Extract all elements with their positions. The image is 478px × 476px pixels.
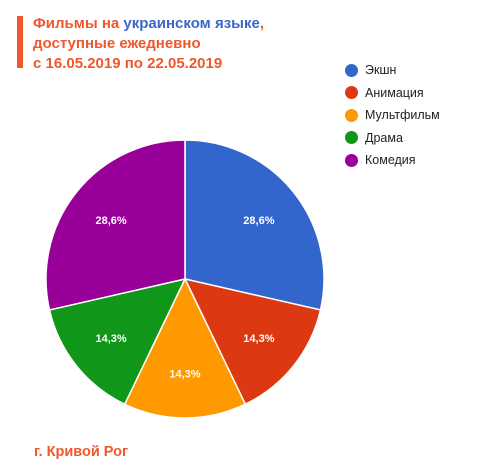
pie-slice-3 — [48, 277, 187, 406]
slice-label-1: 14,3% — [243, 333, 274, 345]
pie-labels: 28,6% 14,3% 14,3% 14,3% 28,6% — [95, 215, 274, 380]
slice-label-2: 14,3% — [169, 369, 200, 381]
legend-swatch — [345, 86, 358, 100]
city-label: г. Кривой Рог — [34, 444, 128, 460]
legend-label: Драма — [365, 130, 403, 145]
legend-label: Комедия — [365, 153, 416, 168]
pie-slice-4 — [45, 139, 186, 311]
slice-label-0: 28,6% — [243, 215, 274, 227]
title-highlight: украинском языке — [123, 15, 260, 32]
legend-swatch — [345, 153, 358, 167]
pie-slices — [45, 139, 325, 419]
legend-item-4: Комедия — [345, 149, 440, 172]
legend-label: Экшн — [365, 63, 397, 78]
pie-slice-0 — [184, 139, 325, 311]
legend-item-3: Драма — [345, 127, 440, 150]
title-part1: Фильмы на — [33, 15, 124, 32]
chart-title: Фильмы на украинском языке, доступные еж… — [33, 14, 333, 74]
legend-swatch — [345, 108, 358, 122]
title-accent-bar — [17, 16, 23, 68]
pie-slice-1 — [183, 277, 322, 406]
legend-item-0: Экшн — [345, 59, 440, 82]
slice-label-3: 14,3% — [95, 333, 126, 345]
title-line3: с 16.05.2019 по 22.05.2019 — [33, 55, 223, 72]
title-line2: доступные ежедневно — [33, 35, 201, 52]
legend-swatch — [345, 131, 358, 145]
pie-slice-2 — [123, 277, 247, 419]
legend-label: Мультфильм — [365, 108, 440, 123]
legend-item-2: Мультфильм — [345, 104, 440, 127]
title-part2: , — [259, 15, 264, 32]
slice-label-4: 28,6% — [95, 215, 126, 227]
legend-label: Анимация — [365, 85, 424, 100]
chart-legend: Экшн Анимация Мультфильм Драма Комедия — [345, 59, 440, 172]
legend-item-1: Анимация — [345, 82, 440, 105]
legend-swatch — [345, 63, 358, 77]
